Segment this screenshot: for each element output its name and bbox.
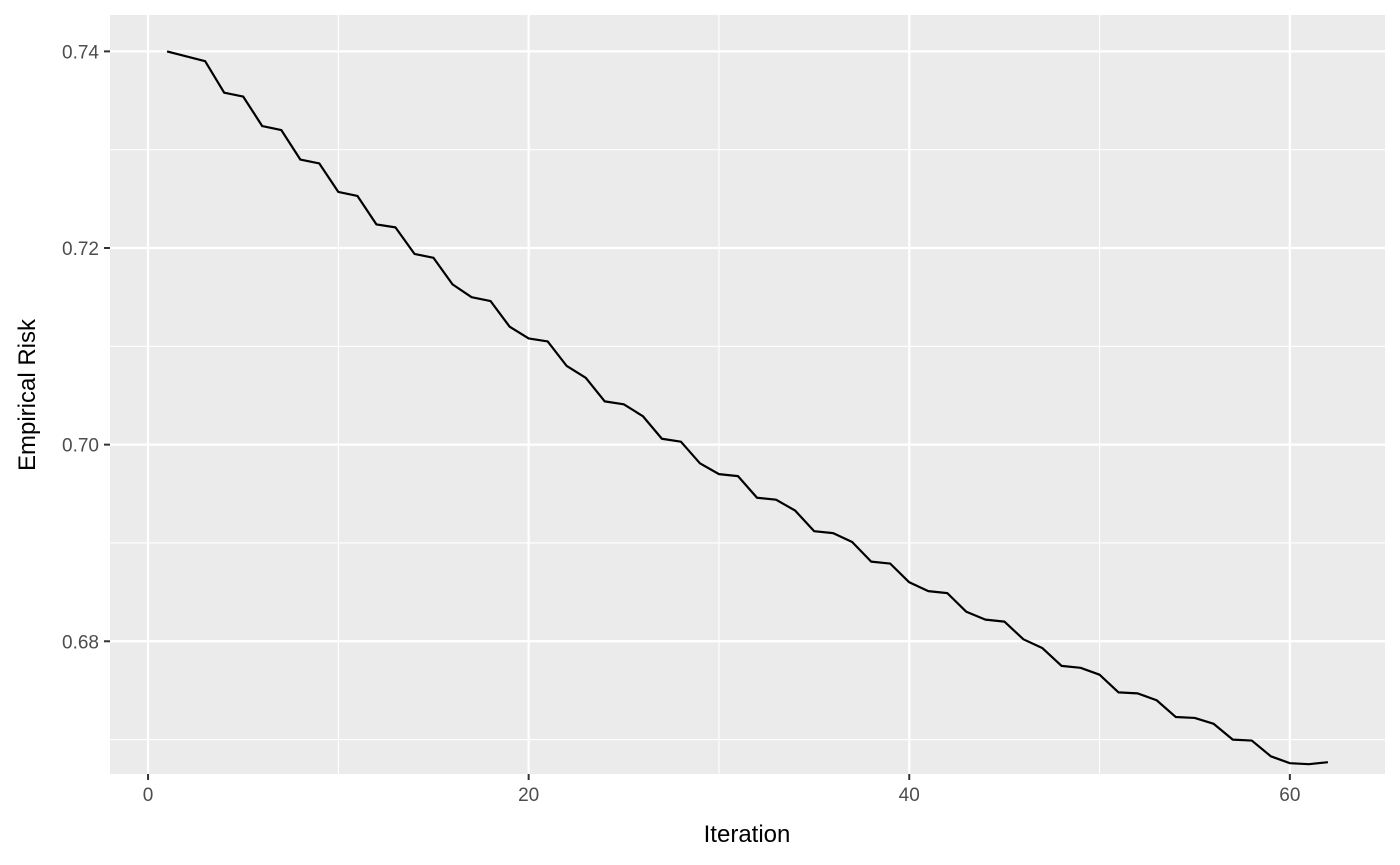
y-tick-label: 0.74 <box>62 42 99 63</box>
y-axis: 0.68 0.70 0.72 0.74 <box>62 42 110 653</box>
series-layer <box>166 50 1329 766</box>
x-tick-label: 60 <box>1279 785 1300 806</box>
y-tick-label: 0.68 <box>62 632 99 653</box>
plot-panel <box>110 15 1385 774</box>
y-tick-label: 0.72 <box>62 239 99 260</box>
x-tick-label: 20 <box>518 785 539 806</box>
minor-gridlines <box>110 15 1385 774</box>
series-line <box>166 50 1329 766</box>
y-axis-title: Empirical Risk <box>14 318 41 471</box>
major-gridlines <box>110 15 1385 774</box>
y-tick-label: 0.70 <box>62 436 99 457</box>
x-axis-title: Iteration <box>704 821 791 848</box>
x-tick-label: 40 <box>899 785 920 806</box>
x-tick-label: 0 <box>143 785 154 806</box>
x-axis: 0 20 40 60 <box>143 774 1300 806</box>
